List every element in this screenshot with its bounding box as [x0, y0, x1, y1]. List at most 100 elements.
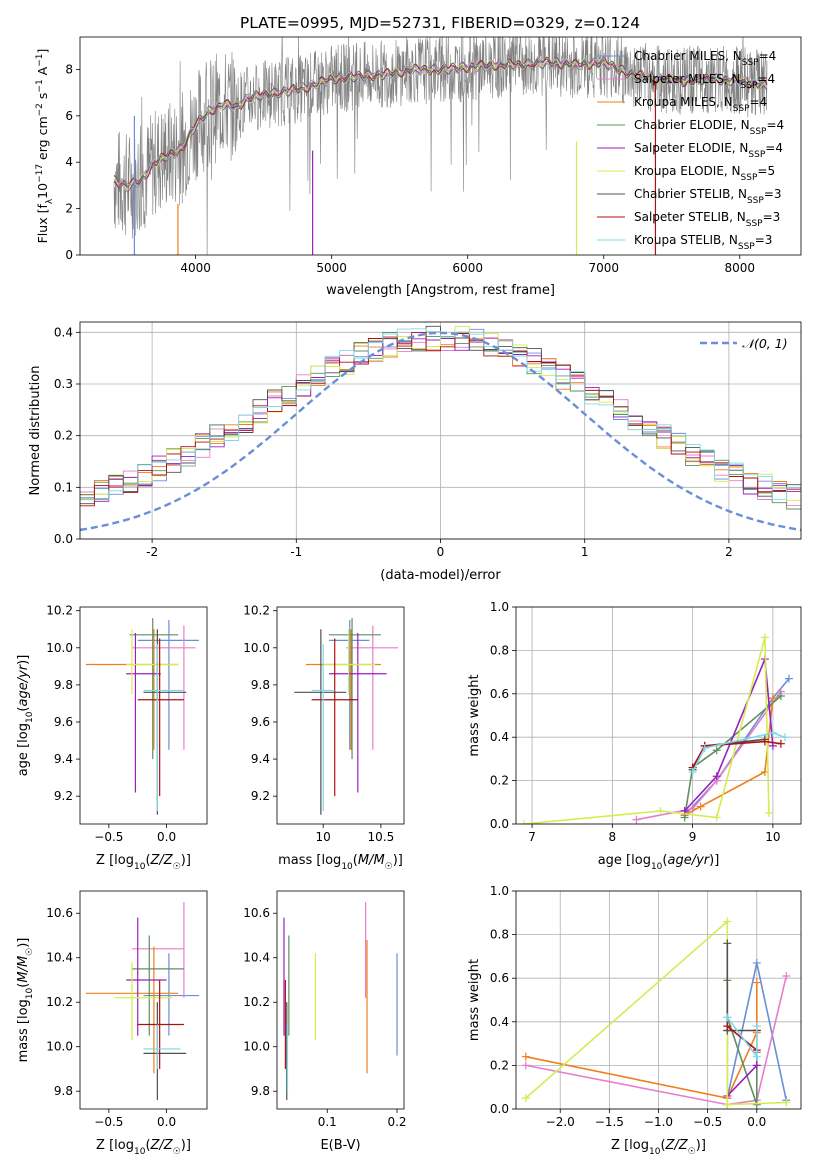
figure-title: PLATE=0995, MJD=52731, FIBERID=0329, z=0…: [240, 14, 640, 32]
y-tick-label: 10.0: [46, 1040, 73, 1054]
weight-marker: [776, 739, 785, 748]
x-axis-label: age [log10(age/yr)]: [598, 853, 720, 872]
legend-label: 𝒩(0, 1): [742, 336, 788, 351]
x-tick-label: −1.0: [644, 1115, 673, 1129]
weight-marker: [723, 939, 732, 948]
x-tick-label: 10: [765, 830, 780, 844]
y-tick-label: 0.4: [490, 1015, 509, 1029]
x-axis-label: E(B-V): [320, 1138, 360, 1153]
weight-marker: [688, 767, 697, 776]
weight-series-line: [636, 691, 782, 821]
weight-marker: [752, 1022, 761, 1031]
weight-series-line: [684, 698, 774, 817]
x-tick-label: 10.5: [368, 830, 395, 844]
weight-marker: [752, 1061, 761, 1070]
y-tick-label: 0.1: [54, 480, 73, 494]
chart-weight_vs_Z: −2.0 −1.5 −1.0 −0.5 0.0 0.0 0.2 0.4 0.6 0.8 1.0 Z […: [467, 884, 802, 1157]
chart-residuals: -2 -1 0 1 2 0.0 0.1 0.2 0.3 0.4 (data-model)/error…: [28, 321, 802, 583]
weight-data: [521, 917, 791, 1109]
weight-marker: [696, 802, 705, 811]
x-tick-label: 0.0: [157, 830, 176, 844]
axes-frame: [79, 321, 802, 540]
axes-frame: [276, 606, 405, 825]
y-axis-label: mass weight: [467, 674, 482, 756]
weight-marker: [520, 820, 529, 824]
y-tick-label: 4: [65, 155, 73, 169]
weight-marker: [780, 733, 789, 742]
weight-marker: [723, 1022, 732, 1031]
y-tick-label: 9.2: [54, 789, 73, 803]
y-tick-label: 0.6: [490, 687, 509, 701]
y-tick-label: 6: [65, 109, 73, 123]
y-tick-label: 9.8: [251, 1084, 270, 1098]
axes-frame: [79, 606, 208, 825]
weight-marker: [752, 1100, 761, 1109]
y-tick-label: 10.6: [46, 906, 73, 920]
x-axis-label: wavelength [Angstrom, rest frame]: [326, 283, 555, 298]
x-tick-label: −1.5: [595, 1115, 624, 1129]
axes-frame: [276, 890, 405, 1110]
x-tick-label: −0.5: [94, 830, 123, 844]
weight-marker: [521, 1094, 530, 1103]
y-tick-label: 0.4: [490, 730, 509, 744]
model-spectrum-line: [113, 57, 768, 191]
weight-marker: [782, 972, 791, 981]
y-tick-label: 0.6: [490, 971, 509, 985]
y-tick-label: 10.2: [46, 604, 73, 618]
x-tick-label: −2.0: [546, 1115, 575, 1129]
weight-data: [520, 633, 793, 824]
weight-marker: [656, 806, 665, 815]
y-tick-label: 1.0: [490, 884, 509, 898]
y-tick-label: 0.0: [54, 532, 73, 546]
x-tick-label: −0.5: [693, 1115, 722, 1129]
x-tick-label: 6000: [452, 261, 483, 275]
x-tick-label: -2: [146, 545, 158, 559]
y-tick-label: 9.6: [251, 715, 270, 729]
errorbar-data: [85, 618, 199, 815]
x-tick-label: 4000: [180, 261, 211, 275]
axes-frame: [515, 606, 802, 825]
chart-mass_vs_ebv: 0.1 0.2 9.8 10.0 10.2 10.4 10.6: [243, 890, 407, 1129]
weight-marker: [700, 744, 709, 753]
legend-label-2: Kroupa MILES, NSSP=4: [634, 95, 767, 114]
y-axis-label: mass [log10(M/M☉)]: [16, 938, 35, 1063]
y-tick-label: 8: [65, 62, 73, 76]
y-tick-label: 0.2: [54, 429, 73, 443]
weight-marker: [723, 1100, 732, 1109]
x-tick-label: 0.0: [157, 1115, 176, 1129]
histogram-data: [80, 325, 801, 532]
y-tick-label: 9.4: [54, 752, 73, 766]
x-axis-label: (data-model)/error: [380, 568, 501, 583]
spectrum-data: [113, 37, 768, 255]
weight-series-line: [684, 658, 774, 812]
x-tick-label: 5000: [316, 261, 347, 275]
y-tick-label: 9.8: [54, 678, 73, 692]
y-tick-label: 10.0: [243, 1040, 270, 1054]
weight-marker: [782, 1098, 791, 1107]
x-tick-label: 8000: [725, 261, 756, 275]
weight-marker: [521, 1052, 530, 1061]
weight-series-line: [691, 740, 782, 768]
errorbar-data: [294, 618, 399, 815]
weight-marker: [712, 746, 721, 755]
y-tick-label: 9.8: [251, 678, 270, 692]
weight-marker: [752, 978, 761, 987]
y-tick-label: 9.2: [251, 789, 270, 803]
y-tick-label: 0: [65, 248, 73, 262]
weight-series-line: [525, 975, 788, 1106]
chart-age_vs_Z: −0.5 0.0 9.2 9.4 9.6 9.8 10.0 10.2 Z [log10(Z/Z☉…: [16, 604, 208, 872]
y-tick-label: 10.0: [46, 641, 73, 655]
weight-marker: [760, 737, 769, 746]
y-tick-label: 0.3: [54, 377, 73, 391]
axes-frame: [79, 890, 208, 1110]
weight-marker: [760, 633, 769, 642]
x-tick-label: 7: [528, 830, 536, 844]
y-axis-label: Normed distribution: [28, 366, 43, 496]
weight-series-line: [691, 732, 786, 773]
x-tick-label: -1: [290, 545, 302, 559]
chart-weight_vs_age: 7 8 9 10 0.0 0.2 0.4 0.6 0.8 1.0 age [log10(age/yr…: [467, 600, 802, 872]
legend-label-0: Chabrier MILES, NSSP=4: [634, 49, 776, 68]
x-tick-label: 0.1: [318, 1115, 337, 1129]
residual-histogram: [80, 328, 801, 501]
